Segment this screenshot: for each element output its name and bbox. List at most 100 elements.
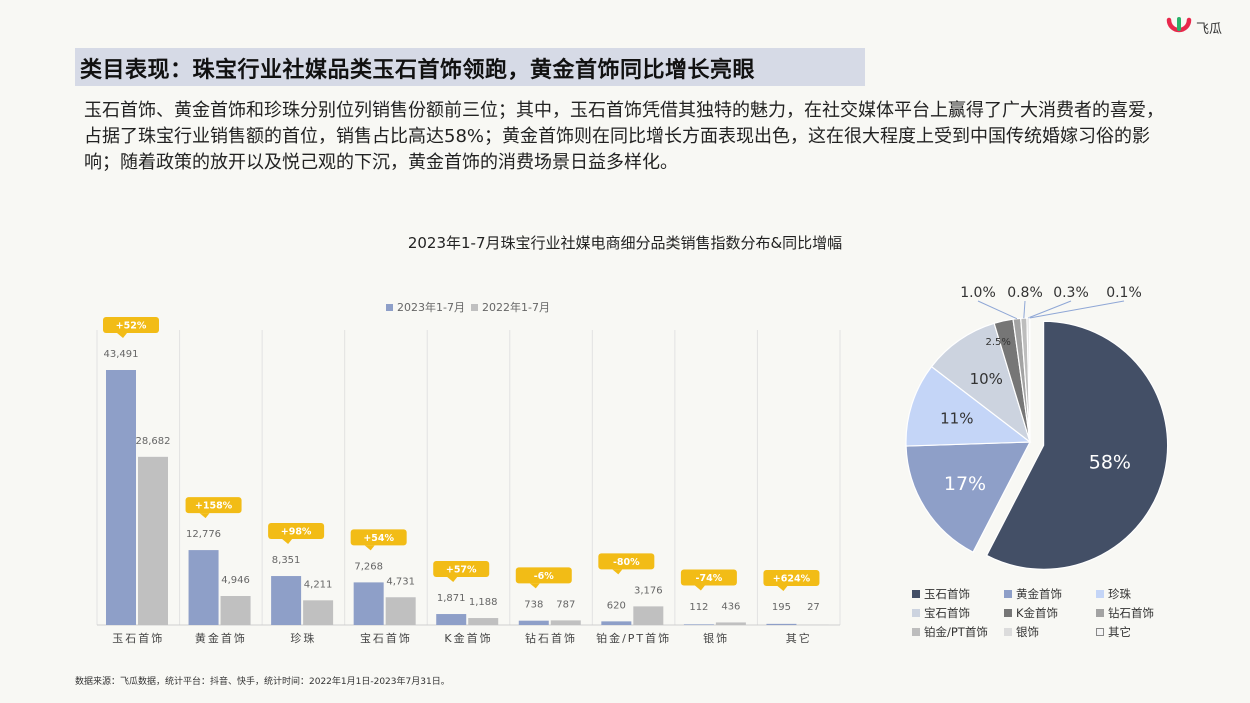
brand-logo-icon [1166,17,1192,33]
pie-legend-item: 钻石首饰 [1096,605,1172,621]
bar-2023 [188,550,219,625]
growth-badge-pointer [199,513,210,519]
pie-legend-item: 玉石首饰 [912,586,1004,602]
bar-2022 [220,596,251,625]
x-tick-label: 黄金首饰 [195,631,247,645]
growth-badge: +158% [185,497,242,519]
x-tick-label: 银饰 [703,631,729,645]
bar-value-label-2023: 12,776 [186,529,221,540]
pie-slice-label: 1.0% [960,285,996,301]
pie-slice-label: 0.3% [1053,285,1089,301]
growth-badge-bg [350,529,407,546]
bar-value-label-2023: 112 [689,602,708,613]
growth-badge-pointer [117,333,127,338]
bar-2023 [353,582,384,625]
pie-chart: 58% 17% 11% 10% 2.5% 1.0% 0.8% 0.3% 0.1% [905,285,1169,570]
growth-badge-bg [103,317,159,333]
x-tick-label: 其它 [786,631,812,645]
pie-slice-label: 17% [944,473,986,495]
pie-legend-label: 玉石首饰 [924,587,970,601]
growth-badge-pointer [447,577,458,583]
growth-badge-pointer [282,539,293,545]
bar-2023 [601,621,632,625]
bar-value-label-2023: 738 [524,600,543,611]
pie-leader-line [1023,300,1026,319]
page-description: 玉石首饰、黄金首饰和珍珠分别位列销售份额前三位；其中，玉石首饰凭借其独特的魅力，… [84,100,1164,173]
x-tick-label: K金首饰 [444,631,492,645]
pie-slice [905,365,1032,447]
pie-slice-label: 58% [1089,451,1131,473]
pie-slice-label: 11% [940,410,973,428]
pie-slice [930,322,1032,444]
bar-2022 [138,456,168,625]
legend-swatch-2022 [471,304,478,311]
bar-2023 [436,614,467,625]
bar-value-label-2022: 28,682 [136,436,171,447]
bar-value-label-2023: 43,491 [104,349,139,360]
pie-legend-item: 银饰 [1004,624,1096,640]
bar-value-label-2022: 4,731 [386,576,415,587]
growth-badge-pointer [529,583,540,589]
pie-legend-label: 珍珠 [1108,587,1131,601]
bar-2023 [766,623,797,625]
pie-legend-swatch [1096,609,1104,617]
growth-badge: -80% [598,553,655,575]
pie-legend-swatch [1096,628,1104,636]
bar-2023 [683,624,714,625]
pie-legend-item: K金首饰 [1004,605,1096,621]
legend-swatch-2023 [386,304,393,311]
bar-2022 [715,622,746,625]
growth-badge-bg [185,497,242,514]
pie-legend-item: 珍珠 [1096,586,1172,602]
pie-legend-item: 宝石首饰 [912,605,1004,621]
bar-2022 [550,620,581,625]
pie-legend-label: 银饰 [1016,625,1039,639]
brand-logo: 飞瓜 [1166,16,1222,38]
pie-legend-item: 其它 [1096,624,1172,640]
growth-label: +624% [773,574,811,585]
pie-leader-line [1029,300,1125,319]
x-tick-label: 玉石首饰 [112,631,164,645]
pie-slice [985,320,1169,570]
bar-2023 [518,620,549,625]
x-tick-label: 钻石首饰 [525,631,577,645]
pie-legend-label: 宝石首饰 [924,606,970,620]
growth-label: +57% [446,565,477,576]
pie-legend-label: 钻石首饰 [1108,606,1154,620]
growth-badge: +624% [763,570,820,591]
growth-label: +52% [116,321,147,332]
growth-badge-pointer [364,545,375,551]
pie-slice-label: 2.5% [985,337,1010,348]
growth-badge: +52% [103,317,159,338]
pie-slice-label: 10% [970,370,1003,388]
growth-badge: +57% [433,561,490,583]
pie-legend-swatch [912,590,920,598]
pie-legend-swatch [912,628,920,636]
bar-value-label-2022: 1,188 [469,597,498,608]
legend-label-2023: 2023年1-7月 [397,300,465,314]
growth-label: -74% [696,573,723,584]
bar-value-label-2022: 27 [807,602,820,613]
pie-legend: 玉石首饰 黄金首饰 珍珠宝石首饰 K金首饰 钻石首饰铂金/PT首饰 银饰 其它 [912,586,1172,640]
bar-value-label-2022: 4,946 [221,575,250,586]
growth-badge-bg [433,561,490,578]
bar-value-label-2023: 8,351 [272,555,301,566]
pie-slice-label: 0.8% [1007,285,1043,301]
pie-legend-label: 铂金/PT首饰 [924,625,988,639]
pie-legend-swatch [1004,609,1012,617]
pie-legend-label: K金首饰 [1016,606,1059,620]
bar-value-label-2022: 436 [721,601,740,612]
growth-label: -80% [613,557,640,568]
bar-value-label-2022: 4,211 [304,579,333,590]
bar-2022 [303,600,334,625]
pie-legend-label: 黄金首饰 [1016,587,1062,601]
x-tick-label: 珍珠 [290,631,316,645]
growth-label: +54% [363,533,394,544]
growth-badge-bg [268,523,325,540]
growth-badge: +54% [350,529,407,551]
bar-value-label-2023: 1,871 [437,593,466,604]
growth-badge: -74% [680,569,737,591]
growth-badge-pointer [612,569,623,575]
page-title: 类目表现：珠宝行业社媒品类玉石首饰领跑，黄金首饰同比增长亮眼 [80,58,756,83]
bar-value-label-2023: 620 [607,600,626,611]
